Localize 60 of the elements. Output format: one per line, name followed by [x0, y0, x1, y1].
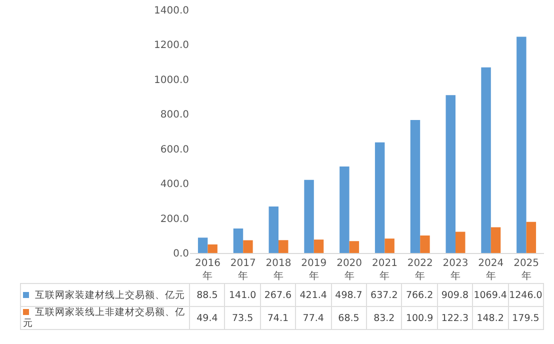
data-label: 1246.0 — [508, 284, 544, 306]
data-label: 179.5 — [508, 306, 544, 330]
text: 0.0 — [173, 248, 189, 260]
x-tick-label: 2020年 — [336, 258, 362, 282]
bar — [420, 235, 430, 253]
bar — [490, 227, 501, 253]
data-label: 1069.4 — [472, 284, 508, 306]
bar — [526, 222, 536, 253]
x-tick-label: 2021年 — [372, 258, 398, 282]
y-tick-label: 800.0 — [160, 110, 189, 121]
y-tick-label: 400.0 — [160, 179, 189, 190]
x-tick-label: 2023年 — [442, 258, 468, 282]
data-label: 267.6 — [260, 284, 296, 306]
x-tick-label: 2025年 — [514, 258, 540, 282]
y-tick-label: 200.0 — [160, 214, 189, 225]
bar — [446, 95, 456, 253]
y-tick-label: 1000.0 — [154, 74, 189, 86]
bar — [481, 67, 491, 253]
bar — [456, 232, 466, 253]
bar — [198, 238, 208, 253]
data-label: 77.4 — [296, 306, 332, 330]
bar — [349, 241, 360, 253]
data-label: 766.2 — [402, 284, 438, 306]
bar — [384, 238, 394, 253]
x-tick-label: 2022年 — [407, 258, 433, 282]
x-tick-label: 2016年 — [194, 258, 220, 282]
x-tick-label: 2018年 — [266, 258, 292, 282]
bar — [374, 142, 385, 253]
data-label: 100.9 — [402, 306, 438, 330]
legend-label: 互联网家装线上非建材交易额、亿元 — [20, 306, 190, 330]
data-label: 637.2 — [366, 284, 402, 306]
data-label: 498.7 — [331, 284, 366, 306]
bar — [278, 240, 288, 253]
data-label: 88.5 — [190, 284, 225, 306]
x-tick-label: 2017年 — [230, 258, 256, 282]
data-label: 909.8 — [437, 284, 473, 306]
legend-label: 互联网家装建材线上交易额、亿元 — [20, 284, 190, 306]
bar — [208, 244, 218, 253]
bar — [340, 166, 350, 253]
data-label: 49.4 — [190, 306, 225, 330]
x-tick-label: 2019年 — [301, 258, 327, 282]
data-label: 421.4 — [296, 284, 332, 306]
data-label: 74.1 — [260, 306, 296, 330]
bar — [516, 36, 526, 253]
data-label: 148.2 — [472, 306, 508, 330]
y-tick-label: 600.0 — [160, 144, 189, 156]
bar — [410, 120, 420, 253]
bar — [304, 180, 314, 253]
y-tick-label: 1400.0 — [154, 6, 189, 16]
bar — [243, 240, 253, 253]
y-tick-label: 1200.0 — [154, 40, 189, 52]
bar — [268, 206, 278, 253]
data-label: 83.2 — [366, 306, 402, 330]
bar — [314, 240, 324, 253]
x-tick-label: 2024年 — [478, 258, 504, 282]
data-label: 73.5 — [224, 306, 260, 330]
data-label: 122.3 — [437, 306, 473, 330]
data-label: 141.0 — [224, 284, 260, 306]
bar — [233, 228, 244, 253]
data-label: 68.5 — [331, 306, 366, 330]
